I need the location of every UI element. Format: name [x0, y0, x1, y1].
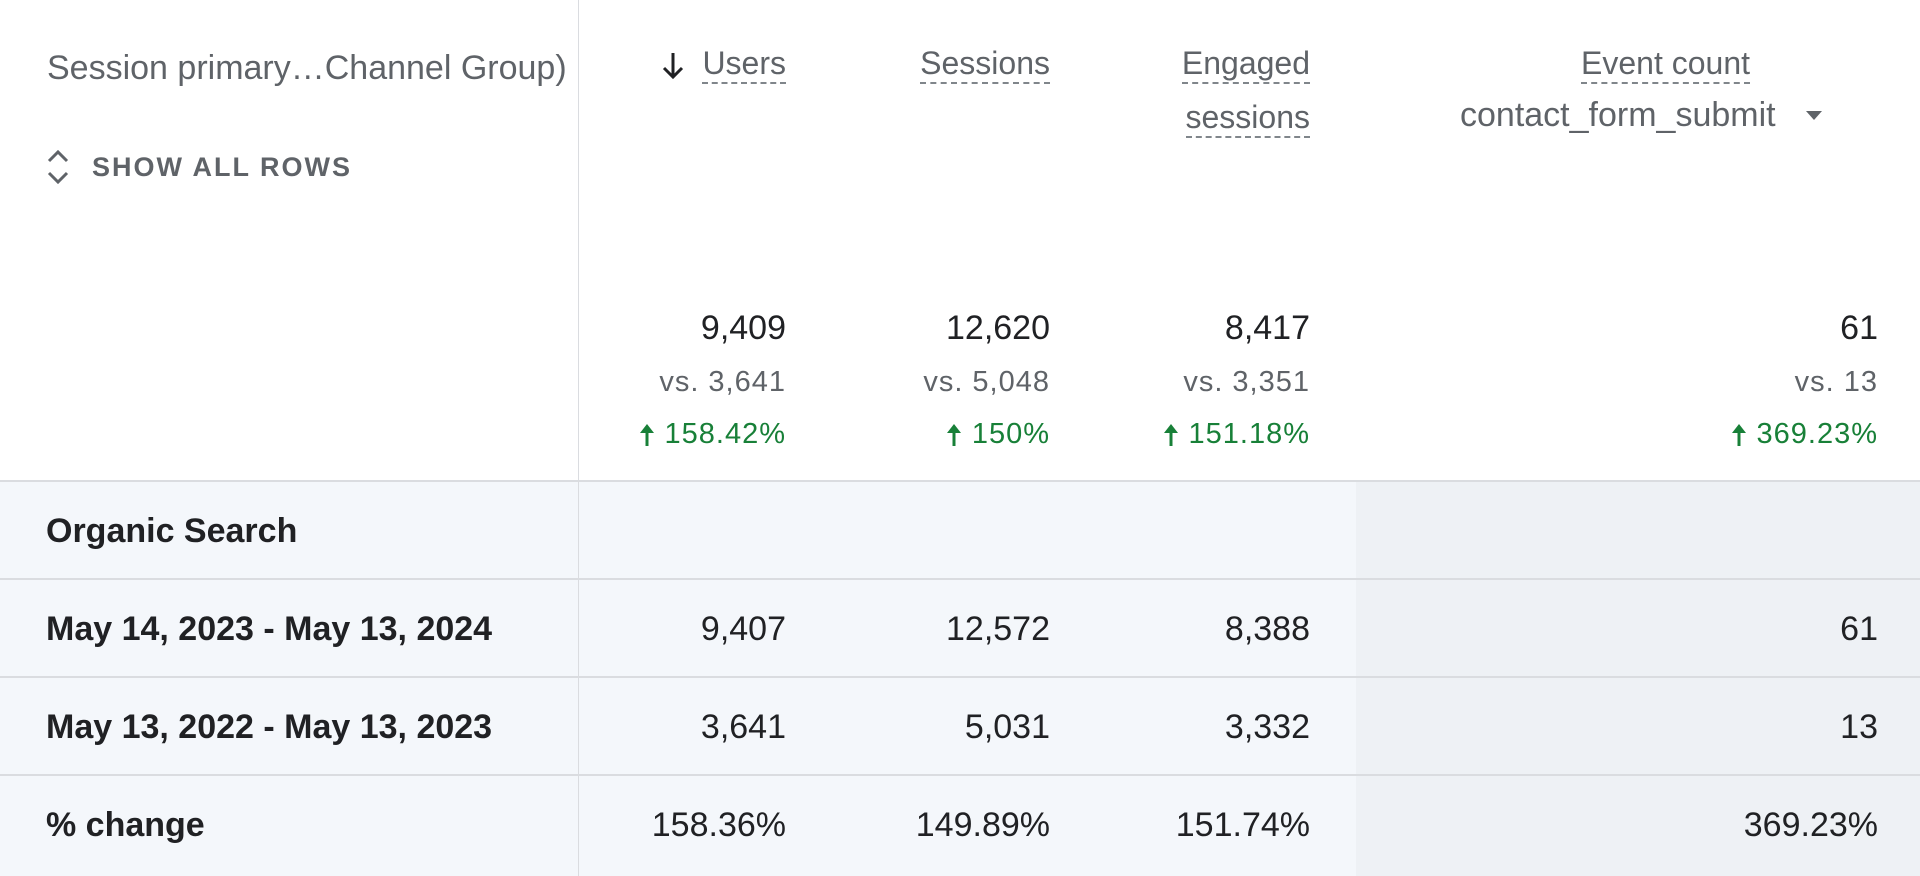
column-header-event-count[interactable]: Event count [1581, 36, 1750, 90]
total-value: 9,409 [700, 309, 786, 347]
total-value: 8,417 [1224, 309, 1310, 347]
table-cell: 5,031 [964, 708, 1050, 746]
total-compare: vs. 3,641 [659, 366, 786, 398]
total-change: 369.23% [1731, 408, 1879, 460]
total-event-count: 61 vs. 13 369.23% [1731, 300, 1879, 460]
row-label: May 13, 2022 - May 13, 2023 [46, 708, 493, 746]
row-divider [578, 580, 579, 678]
column-header-users-label: Users [702, 45, 786, 84]
table-row: May 14, 2023 - May 13, 2024 9,407 12,572… [0, 578, 1920, 678]
total-users: 9,409 vs. 3,641 158.42% [639, 300, 787, 460]
total-change-value: 151.18% [1188, 418, 1310, 450]
dropdown-caret-icon [1805, 111, 1822, 120]
dimension-header[interactable]: Session primary…Channel Group) [47, 49, 567, 87]
show-all-rows-button[interactable]: SHOW ALL ROWS [44, 146, 352, 188]
column-header-engaged-line2: sessions [1185, 99, 1310, 138]
total-compare: vs. 13 [1794, 366, 1878, 398]
table-cell: 151.74% [1175, 806, 1310, 844]
up-arrow-icon [946, 424, 961, 447]
table-row: % change 158.36% 149.89% 151.74% 369.23% [0, 774, 1920, 876]
total-change-value: 150% [971, 418, 1050, 450]
column-header-engaged-sessions[interactable]: Engaged sessions [1181, 36, 1310, 144]
event-name-dropdown[interactable]: contact_form_submit [1460, 96, 1822, 135]
column-header-sessions[interactable]: Sessions [920, 36, 1050, 90]
total-change-value: 158.42% [664, 418, 786, 450]
total-change: 150% [923, 408, 1050, 460]
total-compare: vs. 3,351 [1183, 366, 1310, 398]
row-label: May 14, 2023 - May 13, 2024 [46, 610, 493, 648]
cell-shade [1356, 776, 1920, 876]
row-label: Organic Search [46, 512, 298, 550]
column-header-sessions-label: Sessions [920, 45, 1050, 84]
total-change: 151.18% [1163, 408, 1311, 460]
column-header-engaged-line1: Engaged [1181, 45, 1310, 84]
total-value: 12,620 [946, 309, 1050, 347]
column-header-users[interactable]: Users [658, 36, 786, 90]
cell-shade [1356, 678, 1920, 776]
cell-shade [1356, 482, 1920, 580]
table-cell: 3,332 [1224, 708, 1310, 746]
table-cell: 3,641 [700, 708, 786, 746]
column-header-event-count-label: Event count [1581, 45, 1750, 84]
cell-shade [1356, 580, 1920, 678]
table-row: May 13, 2022 - May 13, 2023 3,641 5,031 … [0, 676, 1920, 776]
total-change: 158.42% [639, 408, 787, 460]
row-label: % change [46, 806, 205, 844]
total-change-value: 369.23% [1756, 418, 1878, 450]
expand-collapse-chevron-icon [47, 149, 69, 185]
total-value: 61 [1840, 309, 1878, 347]
event-name-value: contact_form_submit [1460, 96, 1776, 134]
column-divider [578, 0, 579, 874]
row-divider [578, 482, 579, 580]
table-cell: 9,407 [700, 610, 786, 648]
up-arrow-icon [639, 424, 654, 447]
table-cell: 13 [1840, 708, 1878, 746]
table-cell: 12,572 [946, 610, 1050, 648]
table-cell: 158.36% [651, 806, 786, 844]
total-compare: vs. 5,048 [923, 366, 1050, 398]
up-arrow-icon [1163, 424, 1178, 447]
sort-down-arrow-icon [663, 52, 684, 79]
table-row: Organic Search [0, 480, 1920, 580]
table-cell: 149.89% [915, 806, 1050, 844]
table-cell: 61 [1840, 610, 1878, 648]
row-divider [578, 678, 579, 776]
table-cell: 369.23% [1743, 806, 1878, 844]
table-cell: 8,388 [1224, 610, 1310, 648]
show-all-rows-label: SHOW ALL ROWS [92, 151, 352, 182]
row-divider [578, 776, 579, 876]
up-arrow-icon [1731, 424, 1746, 447]
total-engaged-sessions: 8,417 vs. 3,351 151.18% [1163, 300, 1311, 460]
total-sessions: 12,620 vs. 5,048 150% [923, 300, 1050, 460]
